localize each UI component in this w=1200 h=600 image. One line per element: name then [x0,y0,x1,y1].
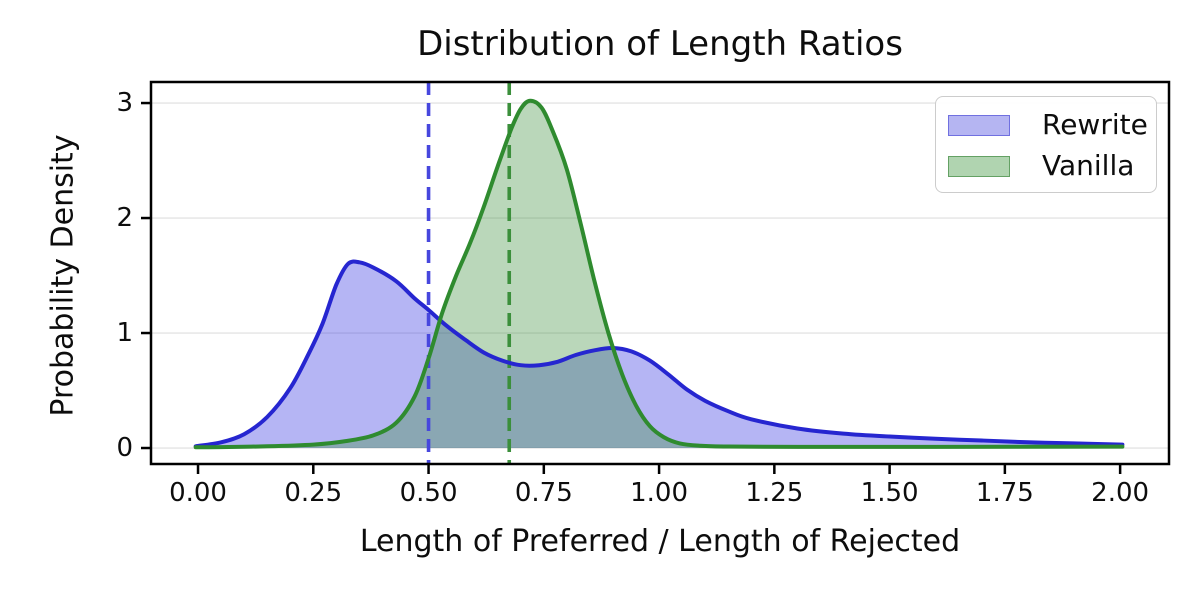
x-axis-label: Length of Preferred / Length of Rejected [359,524,961,559]
vanilla-curve [193,98,1125,450]
legend-label-vanilla: Vanilla [1042,149,1135,182]
x-tick-label: 2.00 [1091,478,1150,508]
rewrite-swatch-icon [948,114,1010,136]
legend: Rewrite Vanilla [935,96,1157,193]
x-tick-label: 0.25 [284,478,343,508]
y-axis-label: Probability Density [45,134,81,417]
rewrite-curve [193,259,1125,449]
x-tick-label: 1.75 [975,478,1034,508]
x-tick-label: 1.25 [745,478,804,508]
vanilla-swatch-icon [948,155,1010,177]
chart-title: Distribution of Length Ratios [417,24,903,64]
x-tick-label: 1.00 [630,478,689,508]
x-tick-label: 1.50 [860,478,919,508]
y-tick-label: 3 [116,88,133,119]
legend-entry-vanilla: Vanilla [948,148,1142,184]
y-tick-label: 2 [116,203,133,234]
legend-label-rewrite: Rewrite [1042,108,1148,141]
y-tick-label: 1 [116,318,133,349]
x-tick-label: 0.00 [169,478,227,508]
x-tick-label: 0.50 [399,478,458,508]
y-tick-label: 0 [116,433,133,464]
x-tick-label: 0.75 [514,478,573,508]
legend-entry-rewrite: Rewrite [948,107,1148,143]
